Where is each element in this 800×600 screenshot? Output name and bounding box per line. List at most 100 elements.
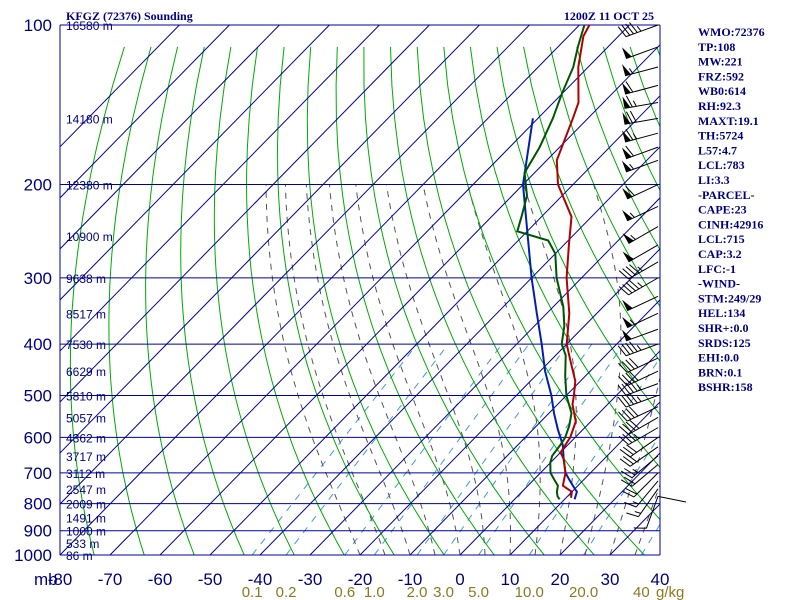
temperature-tick-label: -60 [148,570,173,589]
dry-adiabat-line [213,46,295,555]
stat-line: BRN:0.1 [698,365,742,379]
mixing-ratio-tick-label: 1.0 [364,584,385,600]
dry-adiabat-line [363,46,545,555]
isotherm-line [409,299,660,555]
stat-line: SHR+:0.0 [698,321,749,335]
height-label: 16580 m [66,19,113,33]
height-label: 7530 m [66,338,106,352]
temperature-tick-label: -50 [198,570,223,589]
isotherm-line [60,25,280,250]
stat-line: TP:108 [698,40,735,54]
mixing-ratio-line [528,356,660,555]
height-label: 9638 m [66,272,106,286]
isotherm-line [60,25,180,148]
stat-line: EHI:0.0 [698,351,739,365]
dry-adiabat-line [246,46,345,555]
isotherm-line [459,350,660,555]
mixing-ratio-unit-label: g/kg [656,584,684,600]
wind-barb [618,406,659,422]
wind-barb [622,226,659,244]
wind-barb [622,110,659,125]
wind-barb [622,95,659,109]
temperature-tick-label: 10 [501,570,520,589]
pressure-tick-label: 100 [24,16,52,35]
wind-barb [618,277,659,296]
temperature-tick-label: 20 [551,570,570,589]
mixing-ratio-tick-label: 0.6 [334,584,355,600]
stat-line: HEL:134 [698,306,745,320]
height-label: 2009 m [66,498,106,512]
stat-line: LI:3.3 [698,173,730,187]
stat-line: MAXT:19.1 [698,114,759,128]
stat-line: WMO:72376 [698,25,765,39]
dry-adiabat-line [276,46,395,555]
chart-title: KFGZ (72376) Sounding [66,9,193,23]
pressure-tick-label: 1000 [14,546,52,565]
wind-barb [622,472,659,498]
wind-barb [617,341,659,357]
pressure-tick-label: 500 [24,386,52,405]
height-label: 86 m [66,549,93,563]
temperature-tick-label: 0 [455,570,464,589]
pressure-unit-label: mb [34,570,58,589]
wind-barb [622,244,659,263]
wind-barb [621,46,659,60]
stat-line: LCL:783 [698,158,745,172]
wind-barb [624,480,659,508]
dry-adiabat-line [335,46,495,555]
wind-barb [619,446,659,467]
stat-line: CAPE:23 [698,203,747,217]
stat-line: SRDS:125 [698,336,751,350]
mixing-ratio-tick-label: 2.0 [407,584,428,600]
moist-adiabat-line [467,184,541,555]
height-label: 8517 m [66,307,106,321]
stat-line: LCL:715 [698,232,745,246]
wind-barb [622,295,659,312]
temperature-tick-label: 40 [651,570,670,589]
mixing-ratio-line [285,343,449,555]
wind-barb [618,370,659,387]
dry-adiabat-line [549,46,660,308]
wind-barb [621,159,659,173]
dry-adiabat-line [108,46,152,555]
mixing-ratio-line [443,343,593,555]
temperature-tick-label: -40 [248,570,273,589]
wind-barbs [617,22,687,529]
mixing-ratio-tick-label: 0.1 [242,584,263,600]
stat-line: LFC:-1 [698,262,736,276]
pressure-tick-label: 300 [24,269,52,288]
wind-barb [617,22,659,38]
dry-adiabat-line [69,46,125,555]
wind-barb [618,261,659,280]
temperature-axis: -80 -70 -60 -50 -40 -30 -20 -10 0 10 20 30 40 [48,570,670,589]
mixing-ratio-axis: 0.1 0.2 0.6 1.0 2.0 3.0 5.0 10.0 20.0 40 g/kg [242,584,685,600]
isotherm-line [60,25,380,352]
stats-panel: WMO:72376TP:108MW:221FRZ:592WB0:614RH:92… [698,25,765,394]
wind-barb [622,312,659,329]
moist-adiabat-line [284,184,386,555]
valid-time: 1200Z 11 OCT 25 [564,9,654,23]
mixing-ratio-line [416,343,569,555]
isotherm-line [109,25,630,555]
wind-barb [620,455,659,479]
stat-line: CINH:42916 [698,217,763,231]
isotherm-line [209,95,660,555]
wind-barb [617,380,659,396]
dry-adiabats [69,46,660,555]
mixing-ratio-line [373,343,530,555]
mixing-ratio-tick-label: 20.0 [569,584,598,600]
height-label: 14180 m [66,112,113,126]
wind-barb [622,184,659,200]
mixing-ratio-line [251,343,418,555]
height-labels: 16580 m 14180 m 12380 m 10900 m 9638 m 8517 m… [66,19,113,563]
mixing-ratio-lines [251,343,660,555]
wind-barb [618,357,659,373]
sounding-profiles [516,25,591,500]
stat-line: BSHR:158 [698,380,753,394]
pressure-tick-label: 700 [24,464,52,483]
pressure-tick-label: 800 [24,495,52,514]
isotherm-line [159,44,660,555]
parcel-trace [521,118,578,500]
dry-adiabat-line [390,46,595,555]
